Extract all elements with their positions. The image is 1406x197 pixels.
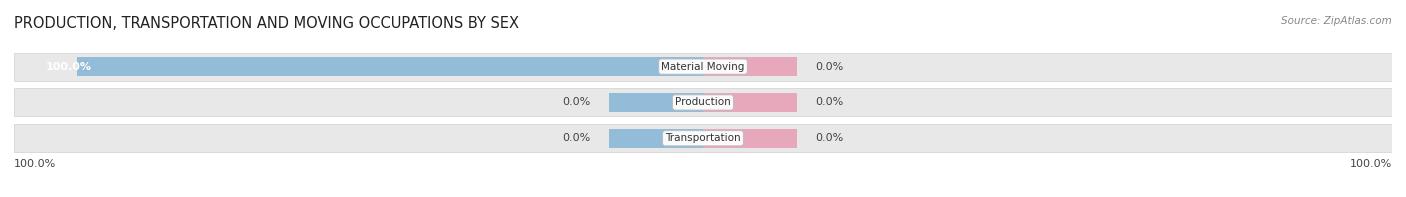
Text: 0.0%: 0.0% [815,133,844,143]
Bar [703,129,797,148]
Text: 0.0%: 0.0% [815,62,844,72]
Text: Source: ZipAtlas.com: Source: ZipAtlas.com [1281,16,1392,26]
Text: Material Moving: Material Moving [661,62,745,72]
Text: 0.0%: 0.0% [815,98,844,107]
Bar [609,129,703,148]
Text: 100.0%: 100.0% [14,159,56,169]
Text: 100.0%: 100.0% [1350,159,1392,169]
Bar [609,93,703,112]
Text: Transportation: Transportation [665,133,741,143]
Bar [703,57,797,76]
Text: 0.0%: 0.0% [562,98,591,107]
Text: PRODUCTION, TRANSPORTATION AND MOVING OCCUPATIONS BY SEX: PRODUCTION, TRANSPORTATION AND MOVING OC… [14,16,519,31]
Bar [14,53,1392,81]
Text: Production: Production [675,98,731,107]
Text: 100.0%: 100.0% [45,62,91,72]
Text: 0.0%: 0.0% [562,133,591,143]
Bar [14,124,1392,152]
Bar [77,57,703,76]
Bar [14,88,1392,116]
Bar [703,93,797,112]
